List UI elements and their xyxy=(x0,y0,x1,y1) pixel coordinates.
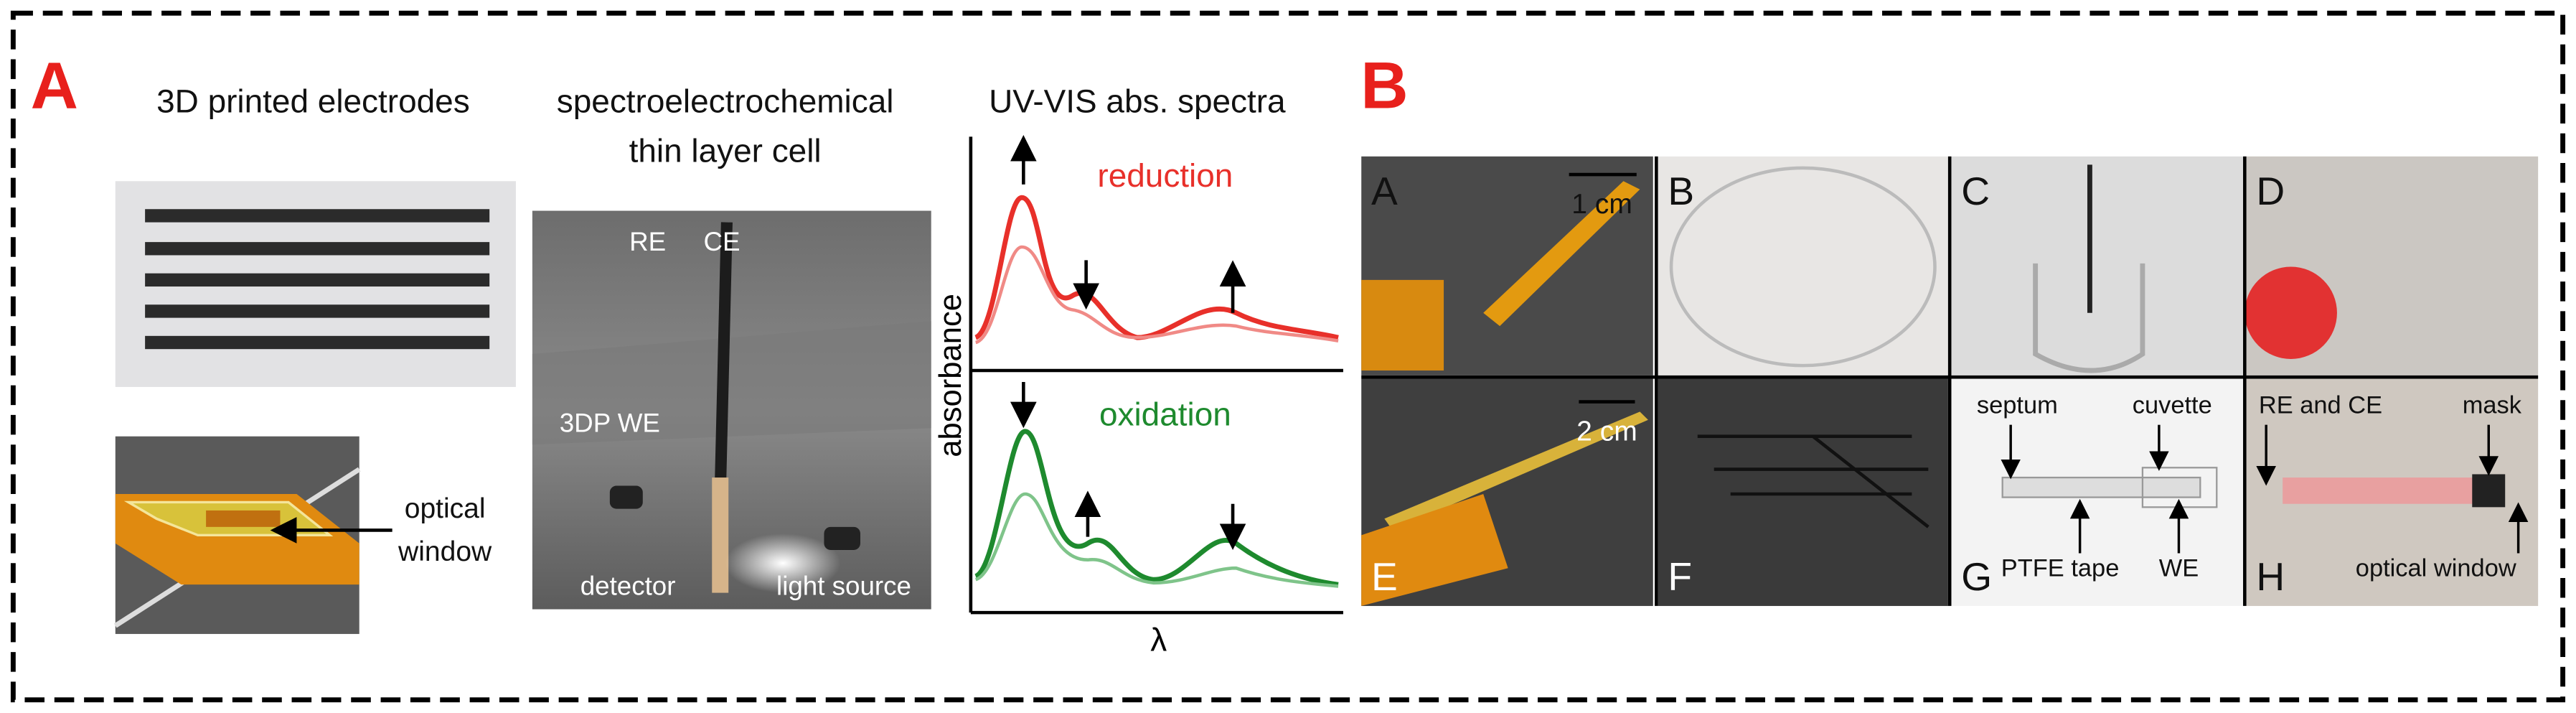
cell-render xyxy=(532,210,931,610)
panel-label: A xyxy=(31,49,78,122)
photo-grid xyxy=(1361,156,2539,606)
scale-bar-label: 2 cm xyxy=(1576,416,1637,447)
cell-label: RE xyxy=(629,227,666,256)
section-title: thin layer cell xyxy=(629,131,822,169)
photo-letter: B xyxy=(1668,169,1694,213)
cell-label: 3DP WE xyxy=(560,408,660,437)
photo-letter: A xyxy=(1371,169,1398,213)
electrode-render xyxy=(113,436,361,634)
annotation: septum xyxy=(1977,392,2058,419)
annotation: cuvette xyxy=(2133,392,2212,419)
photo-letter: E xyxy=(1371,554,1398,599)
annotation: PTFE tape xyxy=(2001,555,2120,582)
annotation: optical xyxy=(405,493,486,524)
photo-letter: G xyxy=(1961,554,1992,599)
cell-label: CE xyxy=(703,227,740,256)
axis-label: absorbance xyxy=(934,294,968,457)
panel-label: B xyxy=(1360,49,1408,122)
spectra xyxy=(969,135,1343,615)
frame xyxy=(10,10,2566,703)
annotation: window xyxy=(398,536,492,567)
section-title: spectroelectrochemical xyxy=(557,83,894,120)
photo-letter: D xyxy=(2256,169,2285,213)
electrodes-photo xyxy=(115,181,516,387)
spectrum-label: reduction xyxy=(1097,157,1233,194)
photo-letter: C xyxy=(1961,169,1990,213)
spectrum-label: oxidation xyxy=(1099,395,1231,432)
annotation: optical window xyxy=(2356,555,2516,582)
cell-label: light source xyxy=(776,571,911,600)
scale-bar-label: 1 cm xyxy=(1571,189,1632,220)
cell-label: detector xyxy=(580,571,676,600)
annotation: RE and CE xyxy=(2259,392,2382,419)
section-title: 3D printed electrodes xyxy=(156,83,470,120)
section-title: UV-VIS abs. spectra xyxy=(989,83,1286,120)
annotation: WE xyxy=(2159,555,2199,582)
annotation: mask xyxy=(2463,392,2522,419)
photo-letter: F xyxy=(1668,554,1692,599)
photo-letter: H xyxy=(2256,554,2285,599)
axis-label: λ xyxy=(1150,621,1167,658)
